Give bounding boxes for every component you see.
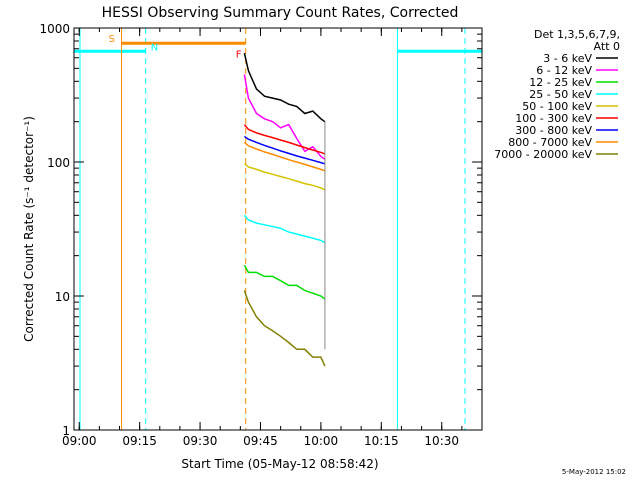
series-line-4: [243, 163, 326, 191]
x-tick-label: 09:15: [122, 434, 157, 448]
x-tick-label: 10:30: [424, 434, 459, 448]
series-line-7: [243, 141, 326, 172]
x-tick-label: 10:15: [364, 434, 399, 448]
night-flag-label: N: [151, 42, 158, 53]
series-line-5: [243, 124, 326, 155]
legend-label: 25 - 50 keV: [529, 88, 592, 101]
plot-frame: [73, 27, 483, 431]
series-line-3: [243, 214, 326, 244]
x-tick-label: 09:45: [243, 434, 278, 448]
legend-label: 7000 - 20000 keV: [494, 148, 592, 161]
legend-header: Det 1,3,5,6,7,9,: [534, 28, 620, 41]
flag-layer: S N F: [74, 28, 482, 430]
legend-label: 12 - 25 keV: [529, 76, 592, 89]
legend-header: Att 0: [594, 40, 620, 53]
x-tick-label: 09:00: [62, 434, 97, 448]
series-line-0: [243, 52, 326, 123]
y-tick-label: 1: [62, 424, 70, 438]
series-line-1: [243, 74, 326, 160]
saa-flag-label: S: [109, 34, 115, 45]
axes-layer: 09:00 09:15 09:30 09:45 10:00 10:15 10:30 1 10 10…: [39, 22, 483, 448]
legend-label: 3 - 6 keV: [543, 52, 592, 65]
chart-title: HESSI Observing Summary Count Rates, Cor…: [102, 5, 459, 21]
legend-label: 800 - 7000 keV: [508, 136, 592, 149]
y-axis-label: Corrected Count Rate (s⁻¹ detector⁻¹): [22, 116, 36, 342]
x-tick-label: 10:00: [304, 434, 339, 448]
x-axis-label: Start Time (05-May-12 08:58:42): [181, 457, 378, 471]
y-tick-label: 10: [55, 290, 70, 304]
series-line-2: [243, 264, 326, 300]
legend-label: 300 - 800 keV: [515, 124, 592, 137]
y-tick-label: 100: [47, 156, 70, 170]
series-line-6: [243, 135, 326, 165]
legend-label: 100 - 300 keV: [515, 112, 592, 125]
series-line-8: [243, 290, 326, 367]
flare-flag-label: F: [236, 50, 242, 61]
date-stamp: 5-May-2012 15:02: [562, 468, 626, 476]
legend-label: 50 - 100 keV: [522, 100, 592, 113]
x-tick-label: 09:30: [183, 434, 218, 448]
plot-series-layer: [243, 52, 326, 367]
legend-label: 6 - 12 keV: [536, 64, 592, 77]
y-tick-label: 1000: [39, 22, 70, 36]
